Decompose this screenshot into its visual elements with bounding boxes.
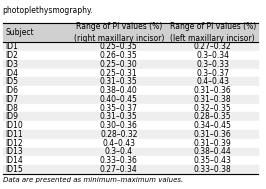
Text: 0.28–0.32: 0.28–0.32 bbox=[100, 130, 138, 139]
Text: 0.28–0.35: 0.28–0.35 bbox=[194, 112, 231, 121]
Text: 0.38–0.40: 0.38–0.40 bbox=[100, 86, 138, 95]
Bar bbox=[3, 86, 258, 95]
Text: ID9: ID9 bbox=[5, 112, 18, 121]
Text: 0.30–0.36: 0.30–0.36 bbox=[100, 121, 138, 130]
Text: 0.27–0.32: 0.27–0.32 bbox=[194, 42, 231, 51]
Text: 0.31–0.39: 0.31–0.39 bbox=[194, 139, 232, 148]
Text: Range of PI values (%)
(right maxillary incisor): Range of PI values (%) (right maxillary … bbox=[74, 22, 164, 43]
Text: ID3: ID3 bbox=[5, 60, 18, 69]
Text: Data are presented as minimum–maximum values.: Data are presented as minimum–maximum va… bbox=[3, 177, 183, 183]
Text: 0.31–0.36: 0.31–0.36 bbox=[194, 86, 232, 95]
Text: 0.32–0.35: 0.32–0.35 bbox=[194, 104, 232, 113]
Text: 0.4–0.43: 0.4–0.43 bbox=[196, 77, 229, 86]
Text: ID8: ID8 bbox=[5, 104, 18, 113]
Bar bbox=[3, 77, 258, 86]
Text: 0.26–0.35: 0.26–0.35 bbox=[100, 51, 138, 60]
Bar bbox=[3, 121, 258, 130]
Text: ID15: ID15 bbox=[5, 165, 23, 174]
Bar bbox=[3, 139, 258, 148]
Text: photoplethysmography.: photoplethysmography. bbox=[3, 6, 93, 15]
Text: 0.31–0.36: 0.31–0.36 bbox=[194, 130, 232, 139]
Text: 0.31–0.35: 0.31–0.35 bbox=[100, 112, 138, 121]
Text: ID4: ID4 bbox=[5, 69, 18, 77]
Text: ID10: ID10 bbox=[5, 121, 23, 130]
Text: 0.4–0.43: 0.4–0.43 bbox=[102, 139, 135, 148]
Text: ID14: ID14 bbox=[5, 156, 23, 165]
Text: ID2: ID2 bbox=[5, 51, 18, 60]
Bar bbox=[3, 156, 258, 165]
Text: 0.38–0.44: 0.38–0.44 bbox=[194, 147, 232, 156]
Text: 0.35–0.37: 0.35–0.37 bbox=[100, 104, 138, 113]
Text: Subject: Subject bbox=[5, 28, 34, 37]
Text: 0.31–0.38: 0.31–0.38 bbox=[194, 95, 231, 104]
Bar bbox=[3, 165, 258, 174]
Text: ID13: ID13 bbox=[5, 147, 23, 156]
Bar bbox=[3, 69, 258, 77]
Text: 0.40–0.45: 0.40–0.45 bbox=[100, 95, 138, 104]
Bar bbox=[3, 104, 258, 112]
Text: 0.33–0.36: 0.33–0.36 bbox=[100, 156, 138, 165]
Text: ID5: ID5 bbox=[5, 77, 18, 86]
Bar bbox=[3, 95, 258, 104]
Bar bbox=[3, 130, 258, 139]
Text: 0.25–0.30: 0.25–0.30 bbox=[100, 60, 138, 69]
Bar bbox=[3, 51, 258, 60]
Text: 0.31–0.35: 0.31–0.35 bbox=[100, 77, 138, 86]
Bar bbox=[3, 112, 258, 121]
Text: 0.34–0.45: 0.34–0.45 bbox=[194, 121, 232, 130]
Text: 0.3–0.4: 0.3–0.4 bbox=[105, 147, 133, 156]
Bar bbox=[3, 42, 258, 51]
Text: 0.25–0.31: 0.25–0.31 bbox=[100, 69, 138, 77]
Text: ID1: ID1 bbox=[5, 42, 18, 51]
Bar bbox=[3, 60, 258, 69]
Text: ID7: ID7 bbox=[5, 95, 18, 104]
Text: ID12: ID12 bbox=[5, 139, 23, 148]
Text: 0.25–0.35: 0.25–0.35 bbox=[100, 42, 138, 51]
Text: Range of PI values (%)
(left maxillary incisor): Range of PI values (%) (left maxillary i… bbox=[170, 22, 256, 43]
Text: 0.35–0.43: 0.35–0.43 bbox=[194, 156, 232, 165]
Text: 0.27–0.34: 0.27–0.34 bbox=[100, 165, 138, 174]
Text: 0.3–0.34: 0.3–0.34 bbox=[196, 51, 229, 60]
Text: 0.3–0.33: 0.3–0.33 bbox=[196, 60, 229, 69]
Text: 0.3–0.37: 0.3–0.37 bbox=[196, 69, 229, 77]
Text: ID11: ID11 bbox=[5, 130, 23, 139]
Text: ID6: ID6 bbox=[5, 86, 18, 95]
Text: 0.33–0.38: 0.33–0.38 bbox=[194, 165, 232, 174]
Bar bbox=[3, 148, 258, 156]
